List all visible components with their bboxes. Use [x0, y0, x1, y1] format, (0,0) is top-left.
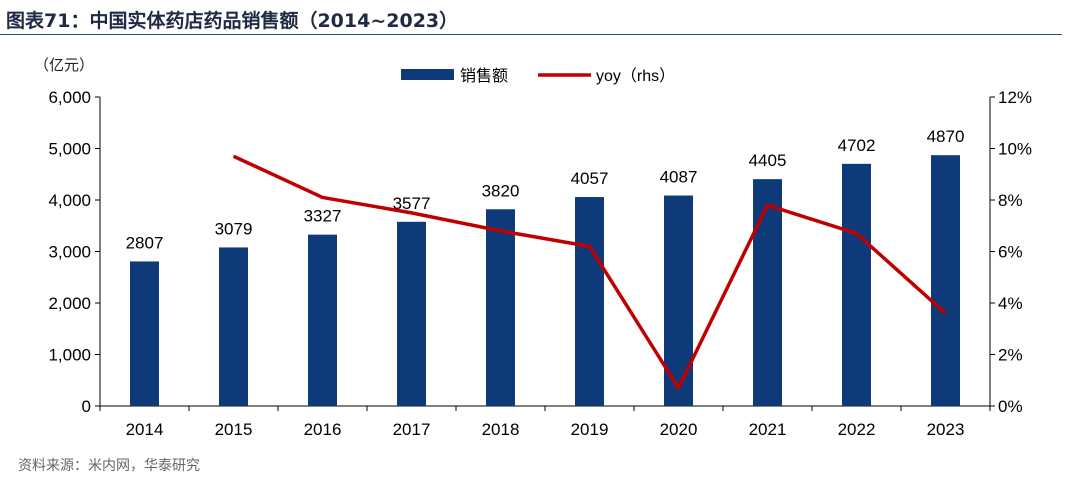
x-tick-label-2023: 2023: [927, 420, 965, 439]
y-right-tick-label: 12%: [998, 88, 1032, 107]
x-tick-label-2015: 2015: [215, 420, 253, 439]
y-right-tick-label: 6%: [998, 243, 1023, 262]
bar-label-2018: 3820: [482, 181, 520, 200]
y-left-tick-label: 3,000: [48, 243, 91, 262]
x-axis-tick-labels: 2014 2015 2016 2017 2018 2019 2020 2021 2022 2023: [126, 420, 965, 439]
bar-label-2015: 3079: [215, 219, 253, 238]
bar-label-2019: 4057: [571, 169, 609, 188]
y-right-tick-label: 0%: [998, 397, 1023, 416]
legend-label-bar: 销售额: [460, 67, 508, 85]
bar-label-2017: 3577: [393, 194, 431, 213]
bar-data-labels: 2807 3079 3327 3577 3820 4057 4087 4405 4702 4870: [126, 127, 965, 252]
x-tick-label-2020: 2020: [660, 420, 698, 439]
bar-2023: [931, 155, 960, 406]
x-tick-label-2018: 2018: [482, 420, 520, 439]
x-tick-label-2021: 2021: [749, 420, 787, 439]
bar-2021: [753, 179, 782, 406]
legend-swatch-bar: [401, 69, 454, 80]
bar-2022: [842, 163, 871, 406]
y-right-tick-label: 2%: [998, 346, 1023, 365]
bar-label-2021: 4405: [749, 151, 787, 170]
figure-title-text: 中国实体药店药品销售额（2014~2023）: [89, 10, 459, 32]
y-axis-unit-label: （亿元）: [34, 57, 94, 74]
x-tick-label-2017: 2017: [393, 420, 431, 439]
legend-label-line: yoy（rhs）: [596, 67, 675, 85]
source-note: 资料来源：米内网，华泰研究: [18, 458, 200, 474]
y-right-tick-label: 10%: [998, 140, 1032, 159]
bar-2016: [308, 234, 337, 406]
y-right-tick-label: 8%: [998, 191, 1023, 210]
bar-label-2022: 4702: [838, 136, 876, 155]
x-tick-label-2014: 2014: [126, 420, 164, 439]
bar-label-2023: 4870: [927, 127, 965, 146]
yoy-line-series: [232, 154, 947, 390]
y-right-tick-label: 4%: [998, 294, 1023, 313]
title-rule: [0, 34, 1062, 35]
y-left-tick-label: 0: [82, 397, 91, 416]
bar-label-2016: 3327: [304, 207, 342, 226]
bar-2018: [486, 209, 515, 406]
y-left-tick-label: 1,000: [48, 346, 91, 365]
x-tick-label-2016: 2016: [304, 420, 342, 439]
bar-series: [130, 155, 960, 406]
figure-label: 图表71：: [6, 10, 90, 32]
y-left-tick-label: 4,000: [48, 191, 91, 210]
axes: 0 1,000 2,000 3,000 4,000 5,000 6,000 0% 2% 4% 6% 8…: [48, 88, 1032, 416]
figure-title: 图表71：中国实体药店药品销售额（2014~2023）: [6, 6, 458, 33]
x-tick-label-2019: 2019: [571, 420, 609, 439]
y-left-tick-label: 2,000: [48, 294, 91, 313]
bar-2017: [397, 221, 426, 406]
bar-2015: [219, 247, 248, 406]
y-left-tick-label: 5,000: [48, 140, 91, 159]
bar-label-2014: 2807: [126, 233, 164, 252]
y-left-tick-label: 6,000: [48, 88, 91, 107]
legend: 销售额 yoy（rhs）: [401, 67, 675, 85]
x-tick-label-2022: 2022: [838, 420, 876, 439]
bar-2019: [575, 197, 604, 406]
bar-2014: [130, 261, 159, 406]
bar-label-2020: 4087: [660, 168, 698, 187]
